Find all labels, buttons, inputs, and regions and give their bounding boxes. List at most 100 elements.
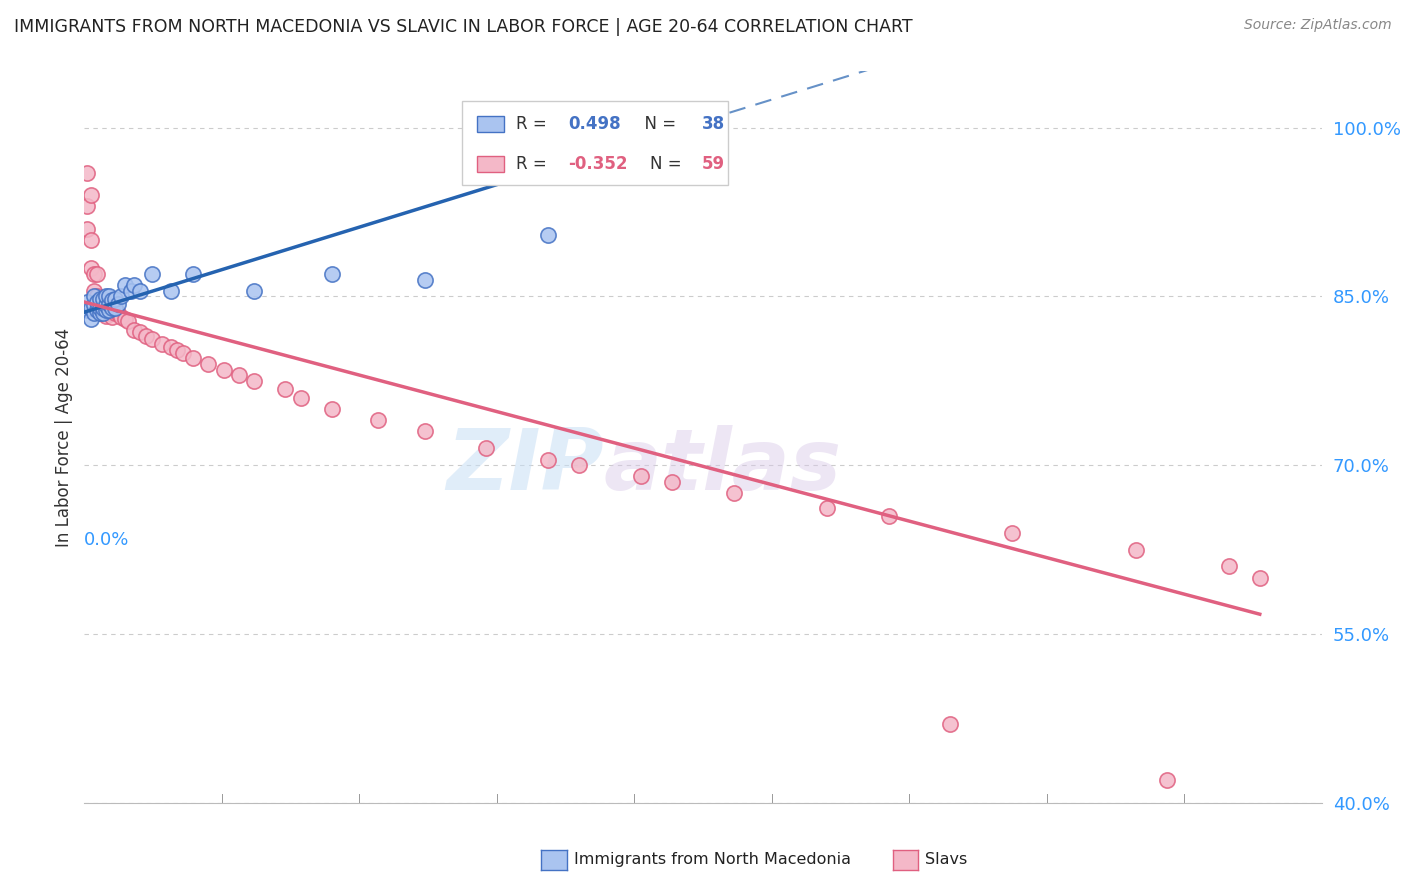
Point bbox=[243, 284, 266, 298]
Point bbox=[630, 469, 652, 483]
Point bbox=[243, 374, 266, 388]
Point bbox=[101, 310, 124, 324]
FancyBboxPatch shape bbox=[477, 156, 503, 172]
Point bbox=[86, 295, 108, 310]
Point bbox=[83, 289, 105, 303]
Point bbox=[104, 302, 127, 317]
Point bbox=[83, 306, 105, 320]
Text: Immigrants from North Macedonia: Immigrants from North Macedonia bbox=[574, 853, 851, 867]
Text: atlas: atlas bbox=[605, 425, 842, 508]
Point bbox=[76, 302, 98, 317]
Text: 0.498: 0.498 bbox=[568, 115, 621, 133]
Point bbox=[1125, 542, 1147, 557]
Point bbox=[537, 227, 560, 242]
Point bbox=[76, 222, 98, 236]
Text: R =: R = bbox=[516, 154, 553, 173]
Point bbox=[89, 306, 111, 320]
Point bbox=[475, 442, 498, 456]
Point bbox=[129, 326, 152, 340]
Point bbox=[723, 486, 745, 500]
Point bbox=[107, 297, 129, 311]
Point bbox=[79, 312, 101, 326]
Point bbox=[172, 345, 194, 359]
Point bbox=[83, 298, 105, 312]
Point bbox=[86, 267, 108, 281]
Point bbox=[141, 267, 163, 281]
Point bbox=[1249, 571, 1271, 585]
Point bbox=[89, 306, 111, 320]
Point bbox=[83, 267, 105, 281]
Point bbox=[150, 336, 173, 351]
Point bbox=[104, 301, 127, 315]
Point bbox=[79, 261, 101, 276]
Point bbox=[101, 293, 124, 307]
Point bbox=[89, 298, 111, 312]
Point bbox=[83, 301, 105, 315]
Text: Source: ZipAtlas.com: Source: ZipAtlas.com bbox=[1244, 18, 1392, 32]
Point bbox=[89, 301, 111, 315]
Point bbox=[135, 328, 157, 343]
Point bbox=[98, 302, 121, 317]
Point bbox=[76, 295, 98, 310]
Point bbox=[537, 452, 560, 467]
Text: Slavs: Slavs bbox=[925, 853, 967, 867]
Point bbox=[228, 368, 250, 383]
Text: R =: R = bbox=[516, 115, 553, 133]
Point bbox=[413, 272, 436, 286]
Point bbox=[79, 188, 101, 202]
Point bbox=[413, 425, 436, 439]
FancyBboxPatch shape bbox=[461, 101, 728, 185]
Text: 38: 38 bbox=[702, 115, 725, 133]
Point bbox=[114, 312, 136, 326]
Point bbox=[94, 309, 117, 323]
Point bbox=[120, 284, 142, 298]
Point bbox=[98, 301, 121, 315]
Text: N =: N = bbox=[634, 115, 681, 133]
Point bbox=[104, 306, 127, 320]
Point bbox=[110, 289, 132, 303]
Point bbox=[181, 267, 204, 281]
Text: 0.0%: 0.0% bbox=[84, 531, 129, 549]
Point bbox=[91, 301, 114, 315]
FancyBboxPatch shape bbox=[477, 116, 503, 132]
Point bbox=[877, 508, 900, 523]
Point bbox=[101, 301, 124, 315]
Point bbox=[94, 289, 117, 303]
Point bbox=[141, 332, 163, 346]
Point bbox=[160, 284, 183, 298]
Point bbox=[110, 310, 132, 324]
Point bbox=[91, 301, 114, 315]
Point bbox=[114, 278, 136, 293]
Point bbox=[98, 289, 121, 303]
Point bbox=[815, 500, 838, 515]
Point bbox=[86, 302, 108, 317]
Point bbox=[122, 323, 145, 337]
Point bbox=[79, 233, 101, 247]
Point bbox=[1156, 773, 1178, 788]
Point bbox=[212, 362, 235, 376]
Point bbox=[91, 292, 114, 306]
Point bbox=[181, 351, 204, 366]
Point bbox=[104, 292, 127, 306]
Point bbox=[86, 302, 108, 317]
Point bbox=[160, 340, 183, 354]
Point bbox=[290, 391, 312, 405]
Point bbox=[568, 458, 591, 473]
Point bbox=[939, 717, 962, 731]
Text: ZIP: ZIP bbox=[446, 425, 605, 508]
Point bbox=[91, 306, 114, 320]
Point bbox=[321, 267, 343, 281]
Point bbox=[321, 401, 343, 416]
Point bbox=[274, 382, 297, 396]
Point bbox=[197, 357, 219, 371]
Point bbox=[94, 298, 117, 312]
Point bbox=[79, 301, 101, 315]
Point bbox=[129, 284, 152, 298]
Point bbox=[367, 413, 389, 427]
Point bbox=[166, 343, 188, 358]
Point bbox=[98, 306, 121, 320]
Point bbox=[83, 284, 105, 298]
Point bbox=[1218, 559, 1240, 574]
Point bbox=[101, 302, 124, 317]
Point bbox=[76, 199, 98, 213]
